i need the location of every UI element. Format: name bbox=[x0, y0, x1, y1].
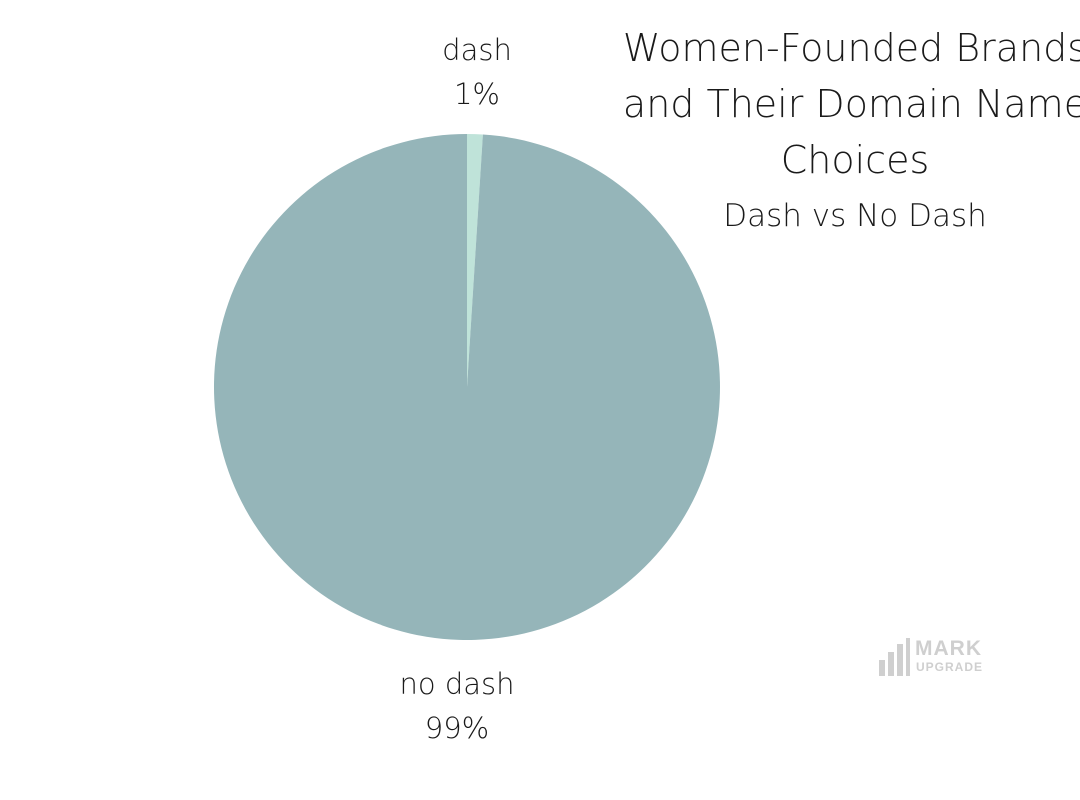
slice-label-no-dash-name: no dash bbox=[399, 667, 515, 701]
pie-slice-no-dash bbox=[213, 133, 720, 641]
pie-slice-dash bbox=[467, 134, 483, 387]
chart-title: Women-Founded Brands and Their Domain Na… bbox=[622, 26, 1080, 182]
slice-label-no-dash-value: 99% bbox=[424, 711, 490, 745]
mark-upgrade-logo: MARK UPGRADE bbox=[879, 638, 1009, 678]
bar-chart-logo-icon bbox=[879, 638, 913, 676]
pie-slices bbox=[213, 133, 720, 641]
slice-label-dash-name: dash bbox=[442, 33, 512, 67]
logo-text-upgrade: UPGRADE bbox=[916, 660, 984, 674]
slice-label-no-dash: no dash 99% bbox=[377, 662, 537, 750]
chart-subtitle: Dash vs No Dash bbox=[723, 198, 987, 234]
logo-text-mark: MARK bbox=[915, 637, 982, 660]
slice-label-dash: dash 1% bbox=[407, 28, 547, 116]
slice-label-dash-value: 1% bbox=[453, 77, 500, 111]
